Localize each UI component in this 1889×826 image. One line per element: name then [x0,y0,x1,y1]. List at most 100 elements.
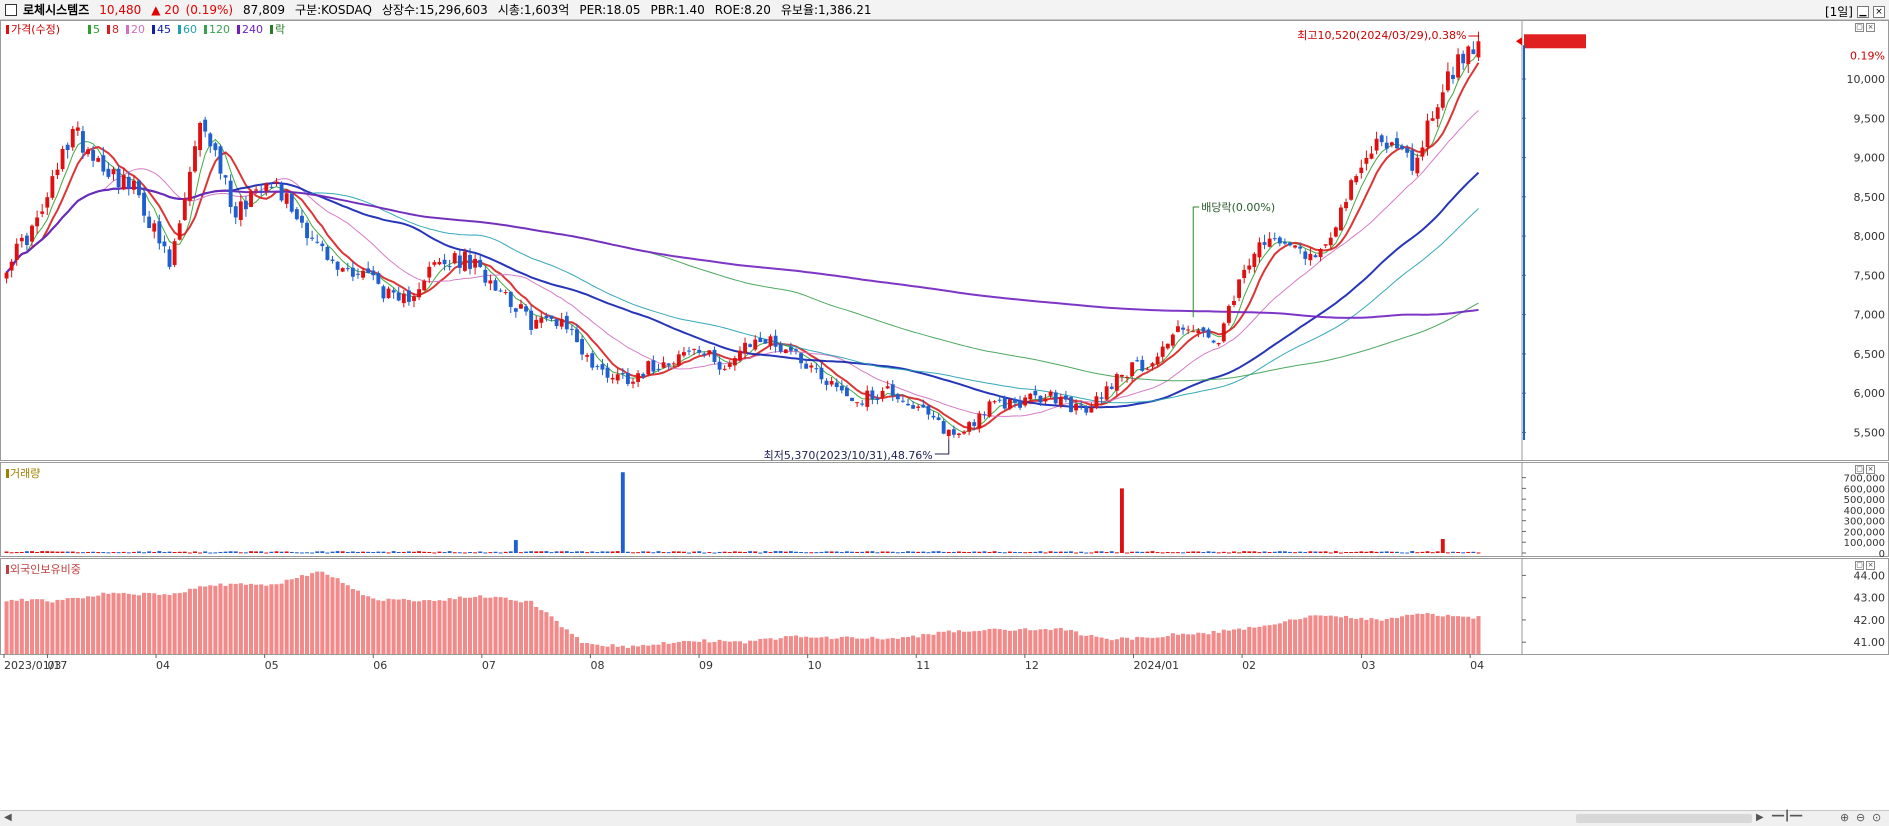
foreign-panel-maximize-icon[interactable]: ▢ [1855,561,1864,570]
candle [732,358,737,366]
candle [1058,397,1063,406]
volume-bar [101,552,106,554]
foreign-panel-close-icon[interactable]: × [1866,561,1875,570]
zoom-in-icon[interactable]: ⊕ [1840,811,1850,824]
candle [396,292,401,301]
candle [1007,399,1012,409]
candle [406,290,411,302]
volume-bar [717,551,722,553]
volume-bar [412,551,416,553]
foreign-bar [289,579,294,654]
candle [906,403,910,406]
volume-bar [941,551,946,553]
volume-bar [19,551,24,553]
volume-bar [778,551,783,553]
volume-bar [1384,551,1389,553]
period-selector[interactable]: [1일] [1824,5,1853,19]
price-tick-label: 6,000 [1854,387,1886,400]
foreign-bar [1318,615,1323,654]
volume-bar [1415,552,1420,554]
close-icon[interactable]: × [1873,5,1885,18]
foreign-bar [1303,617,1308,654]
volume-bar [483,552,488,554]
candle [829,381,834,385]
volume-bar [1466,551,1471,553]
foreign-bar [804,636,809,654]
select-checkbox[interactable] [5,3,17,16]
candle [91,150,96,161]
price-panel-maximize-icon[interactable]: ▢ [1855,23,1864,32]
foreign-bar [254,584,259,654]
volume-bar [687,552,691,554]
volume-bar [1389,551,1394,553]
foreign-bar [1216,632,1221,654]
volume-panel-maximize-icon[interactable]: ▢ [1855,465,1864,474]
volume-bar [860,551,865,553]
horizontal-scrollbar[interactable]: ◀ ▶ ━━┃━━ ⊕ ⊖ ⊙ [0,810,1889,826]
foreign-bar [172,593,177,654]
scroll-thumb[interactable] [1576,814,1752,823]
stock-chart[interactable]: 5,500 6,000 6,500 7,000 7,500 8,000 8,500 9,000… [0,20,1889,810]
volume-bar [982,551,987,553]
foreign-bar [4,601,9,654]
volume-bar [457,552,462,554]
foreign-bar [162,594,167,654]
foreign-bar [1114,639,1119,654]
minimize-icon[interactable]: ▁ [1857,5,1869,18]
foreign-bar [381,600,386,654]
zoom-slider-icon[interactable]: ━━┃━━ [1772,811,1803,822]
foreign-bar [1354,619,1359,654]
candle [121,174,126,190]
foreign-bar [371,598,376,654]
candle [1425,120,1430,148]
foreign-bar [987,628,992,654]
volume-bar [1145,551,1150,553]
candle [1461,53,1466,64]
candle [1333,227,1338,237]
candle [860,403,865,405]
foreign-bar [315,571,320,654]
foreign-bar [223,585,228,654]
candle [1094,396,1099,408]
foreign-bar [1079,635,1084,654]
candle [330,259,335,261]
candle [1074,403,1079,411]
candle [641,373,646,377]
candle [131,180,136,190]
volume-bar [1303,552,1308,554]
foreign-bar [213,585,218,654]
price-tick-label: 6,500 [1854,348,1886,361]
volume-bar [987,551,992,553]
volume-bar [855,551,860,553]
volume-bar [575,551,579,553]
price-panel-close-icon[interactable]: × [1866,23,1875,32]
foreign-bar [737,641,742,654]
volume-bar [1053,551,1058,553]
volume-bar [656,551,661,553]
candle [1293,245,1298,248]
volume-bar [1333,551,1338,553]
volume-panel-close-icon[interactable]: × [1866,465,1875,474]
candle [1267,238,1272,247]
volume-bar [697,551,702,553]
volume-bar [1114,552,1119,554]
zoom-reset-icon[interactable]: ⊙ [1872,811,1882,824]
candle [982,414,987,416]
date-tick-label: 05 [265,659,279,672]
volume-bar [157,551,162,553]
foreign-bar [1364,619,1369,654]
foreign-bar [1313,615,1318,654]
candle [926,405,931,415]
volume-bar [213,552,218,554]
zoom-out-icon[interactable]: ⊖ [1856,811,1866,824]
date-tick-label: 04 [1470,659,1484,672]
volume-bar [264,552,269,554]
candle [508,291,513,307]
candle [1379,135,1384,143]
scroll-left-icon[interactable]: ◀ [4,812,12,823]
foreign-bar [508,600,513,654]
volume-bar [681,551,686,553]
volume-bar [839,552,844,554]
scroll-right-icon[interactable]: ▶ [1756,812,1764,823]
foreign-tick-label: 44.00 [1854,569,1886,582]
